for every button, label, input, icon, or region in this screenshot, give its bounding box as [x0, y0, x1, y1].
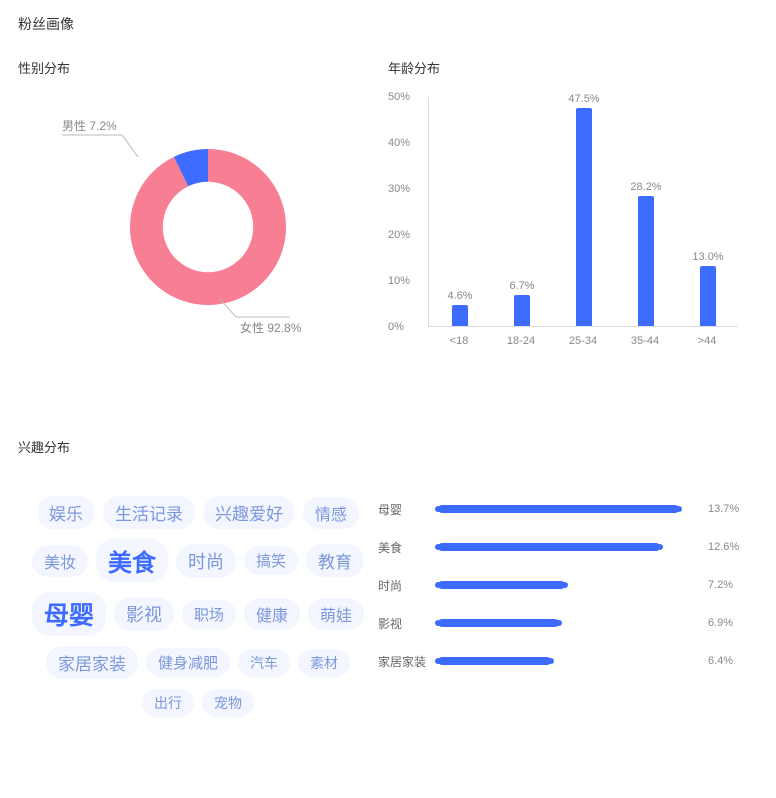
- cloud-word: 美妆: [32, 545, 88, 577]
- hbar-dot: [435, 620, 441, 626]
- cloud-word: 健康: [244, 598, 300, 630]
- interest-hbar: 母婴 13.7% 美食 12.6% 时尚 7.2% 影视 6.9% 家居家装 6.4%: [378, 476, 748, 737]
- hbar-value: 7.2%: [702, 579, 748, 591]
- hbar-dot: [435, 506, 441, 512]
- hbar-dot: [435, 658, 441, 664]
- hbar-row: 时尚 7.2%: [378, 566, 748, 604]
- y-tick: 30%: [388, 183, 410, 195]
- top-row: 性别分布 男性 7.2% 女性 92.8% 年龄分布 4.6% 6.7% 47.5%…: [18, 58, 758, 397]
- hbar-dot: [676, 506, 682, 512]
- label-female: 女性 92.8%: [240, 319, 301, 336]
- age-bar-label: 13.0%: [692, 251, 723, 263]
- x-tick: >44: [698, 335, 717, 347]
- age-barchart: 4.6%6.7%47.5%28.2%13.0% 0%10%20%30%40%50…: [388, 97, 748, 357]
- interest-cloud: 娱乐生活记录兴趣爱好情感美妆美食时尚搞笑教育母婴影视职场健康萌娃家居家装健身减肥…: [18, 476, 378, 737]
- x-tick: 35-44: [631, 335, 659, 347]
- cloud-word: 健身减肥: [146, 648, 230, 677]
- hbar-row: 家居家装 6.4%: [378, 642, 748, 680]
- interest-title: 兴趣分布: [18, 437, 758, 456]
- hbar-fill: [438, 505, 679, 513]
- gender-title: 性别分布: [18, 58, 388, 77]
- x-tick: 25-34: [569, 335, 597, 347]
- x-tick: 18-24: [507, 335, 535, 347]
- hbar-row: 影视 6.9%: [378, 604, 748, 642]
- cloud-word: 萌娃: [308, 598, 364, 630]
- hbar-dot: [657, 544, 663, 550]
- age-bar-label: 4.6%: [447, 290, 472, 302]
- hbar-fill: [438, 581, 565, 589]
- hbar-track: [438, 543, 702, 551]
- y-tick: 0%: [388, 321, 404, 333]
- hbar-label: 影视: [378, 615, 438, 632]
- cloud-word: 出行: [142, 689, 194, 717]
- hbar-track: [438, 505, 702, 513]
- donut-svg: [118, 137, 298, 317]
- cloud-word: 兴趣爱好: [203, 496, 295, 529]
- cloud-word: 生活记录: [103, 496, 195, 529]
- hbar-track: [438, 581, 702, 589]
- hbar-label: 母婴: [378, 501, 438, 518]
- cloud-word: 情感: [303, 497, 359, 529]
- age-bar: [700, 266, 716, 326]
- age-title: 年龄分布: [388, 58, 758, 77]
- gender-col: 性别分布 男性 7.2% 女性 92.8%: [18, 58, 388, 397]
- hbar-label: 美食: [378, 539, 438, 556]
- cloud-word: 母婴: [32, 592, 106, 636]
- cloud-word: 美食: [96, 539, 168, 582]
- age-bar: [514, 295, 530, 326]
- hbar-label: 时尚: [378, 577, 438, 594]
- hbar-track: [438, 657, 702, 665]
- hbar-dot: [435, 544, 441, 550]
- hbar-value: 6.4%: [702, 655, 748, 667]
- hbar-row: 美食 12.6%: [378, 528, 748, 566]
- barchart-plot: 4.6%6.7%47.5%28.2%13.0%: [428, 97, 738, 327]
- cloud-word: 汽车: [238, 649, 290, 677]
- cloud-word: 职场: [182, 600, 236, 629]
- cloud-word: 时尚: [176, 544, 236, 578]
- hbar-label: 家居家装: [378, 653, 438, 670]
- label-male: 男性 7.2%: [62, 117, 117, 134]
- age-bar: [638, 196, 654, 326]
- interest-row: 娱乐生活记录兴趣爱好情感美妆美食时尚搞笑教育母婴影视职场健康萌娃家居家装健身减肥…: [18, 476, 758, 737]
- hbar-value: 12.6%: [702, 541, 748, 553]
- age-bar: [576, 108, 592, 327]
- cloud-word: 搞笑: [244, 546, 298, 575]
- cloud-word: 教育: [306, 544, 364, 577]
- age-col: 年龄分布 4.6% 6.7% 47.5% 28.2% 13.0% 0% 10% 20% 30%…: [388, 58, 758, 397]
- hbar-dot: [435, 582, 441, 588]
- hbar-row: 母婴 13.7%: [378, 490, 748, 528]
- gender-donut: 男性 7.2% 女性 92.8%: [18, 97, 378, 397]
- x-tick: <18: [450, 335, 469, 347]
- hbar-value: 13.7%: [702, 503, 748, 515]
- hbar-dot: [556, 620, 562, 626]
- age-bar-label: 47.5%: [568, 93, 599, 105]
- hbar-dot: [562, 582, 568, 588]
- age-bar-label: 28.2%: [630, 181, 661, 193]
- hbar-track: [438, 619, 702, 627]
- hbar-dot: [548, 658, 554, 664]
- y-tick: 20%: [388, 229, 410, 241]
- age-bar-label: 6.7%: [509, 280, 534, 292]
- cloud-word: 影视: [114, 597, 174, 631]
- y-tick: 40%: [388, 137, 410, 149]
- page-title: 粉丝画像: [18, 14, 758, 34]
- age-bar: [452, 305, 468, 326]
- cloud-word: 素材: [298, 649, 350, 677]
- cloud-word: 宠物: [202, 689, 254, 717]
- cloud-word: 娱乐: [37, 496, 95, 529]
- hbar-fill: [438, 543, 660, 551]
- cloud-word: 家居家装: [46, 646, 138, 679]
- hbar-fill: [438, 657, 551, 665]
- hbar-value: 6.9%: [702, 617, 748, 629]
- hbar-fill: [438, 619, 559, 627]
- y-tick: 10%: [388, 275, 410, 287]
- y-tick: 50%: [388, 91, 410, 103]
